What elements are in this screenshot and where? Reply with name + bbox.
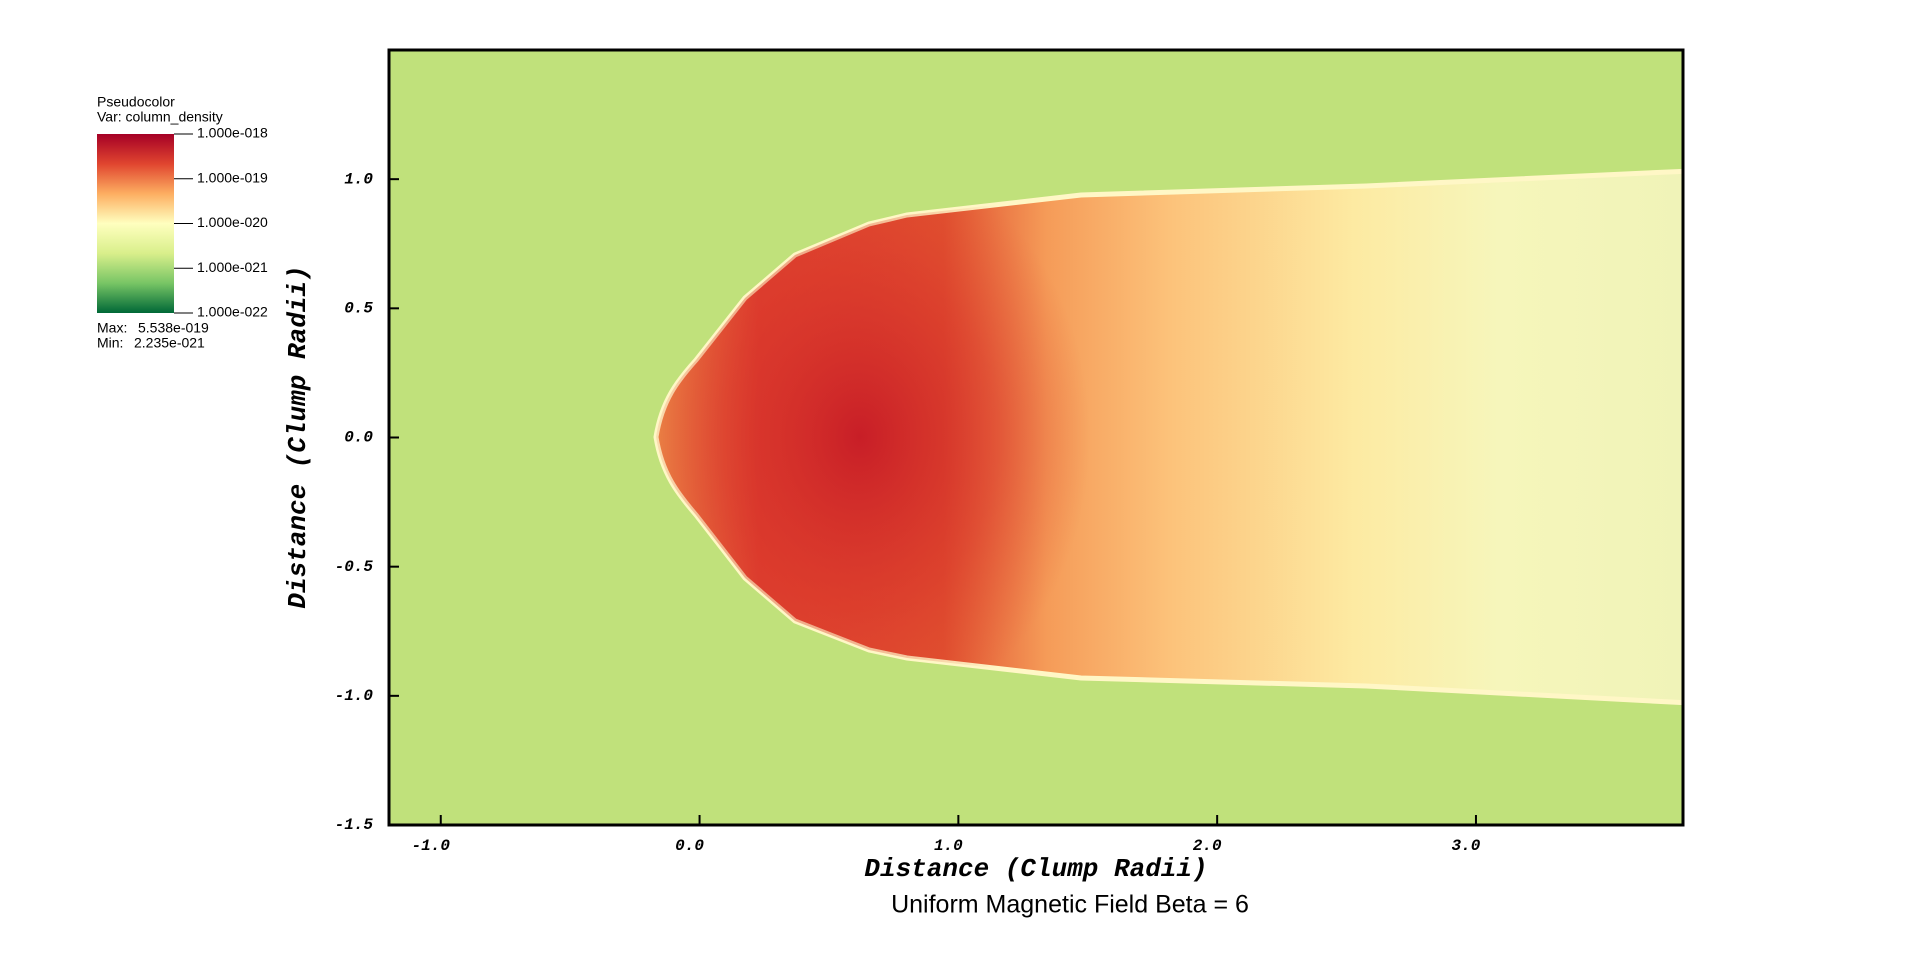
legend-max-label: Max:: [97, 320, 127, 336]
x-tick-label: -1.0: [412, 837, 451, 855]
x-tick-label: 3.0: [1452, 837, 1481, 855]
field: [389, 50, 1683, 825]
legend-max: 5.538e-019: [138, 320, 209, 336]
y-tick-label: -1.0: [335, 687, 374, 705]
colorbar-tick-label: 1.000e-021: [197, 259, 268, 275]
y-tick-label: 1.0: [344, 170, 373, 188]
y-tick-label: 0.5: [344, 300, 373, 318]
y-tick-label: -0.5: [335, 558, 374, 576]
plume-core: [656, 171, 1683, 703]
legend-min-label: Min:: [97, 335, 123, 351]
legend-min: 2.235e-021: [134, 335, 205, 351]
x-axis-label: Distance (Clump Radii): [864, 854, 1207, 884]
x-tick-label: 0.0: [675, 837, 704, 855]
y-tick-label: -1.5: [335, 816, 374, 834]
y-axis-label: Distance (Clump Radii): [283, 265, 313, 608]
colorbar-tick-label: 1.000e-022: [197, 304, 268, 320]
x-tick-label: 1.0: [934, 837, 963, 855]
y-tick-label: 0.0: [344, 429, 373, 447]
colorbar-tick-label: 1.000e-018: [197, 125, 268, 141]
caption: Uniform Magnetic Field Beta = 6: [891, 891, 1249, 919]
legend-title: Pseudocolor: [97, 94, 175, 110]
colorbar: [97, 134, 174, 313]
colorbar-tick-label: 1.000e-020: [197, 214, 268, 230]
colorbar-tick-label: 1.000e-019: [197, 169, 268, 185]
x-tick-label: 2.0: [1193, 837, 1222, 855]
legend-var: Var: column_density: [97, 109, 223, 125]
